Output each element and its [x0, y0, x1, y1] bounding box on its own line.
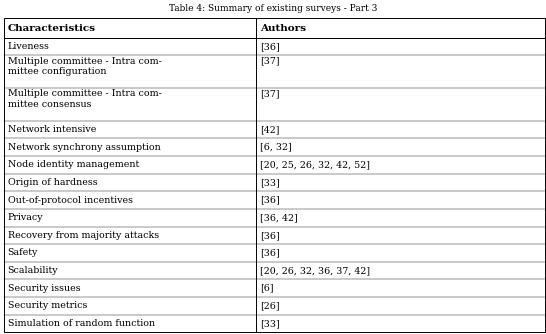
Text: [37]: [37] [260, 90, 280, 99]
Text: [33]: [33] [260, 319, 280, 328]
Text: Simulation of random function: Simulation of random function [8, 319, 155, 328]
Text: Recovery from majority attacks: Recovery from majority attacks [8, 231, 159, 240]
Text: Table 4: Summary of existing surveys - Part 3: Table 4: Summary of existing surveys - P… [169, 4, 377, 13]
Text: [26]: [26] [260, 301, 280, 310]
Text: Authors: Authors [260, 24, 306, 33]
Text: Privacy: Privacy [8, 213, 43, 222]
Text: [42]: [42] [260, 125, 280, 134]
Text: Out-of-protocol incentives: Out-of-protocol incentives [8, 195, 133, 204]
Text: [36, 42]: [36, 42] [260, 213, 298, 222]
Text: [36]: [36] [260, 42, 280, 51]
Text: [36]: [36] [260, 231, 280, 240]
Text: Safety: Safety [8, 248, 38, 258]
Text: [6, 32]: [6, 32] [260, 143, 292, 152]
Text: Node identity management: Node identity management [8, 160, 139, 169]
Text: Security issues: Security issues [8, 284, 80, 293]
Text: Scalability: Scalability [8, 266, 58, 275]
Text: [36]: [36] [260, 195, 280, 204]
Text: [20, 25, 26, 32, 42, 52]: [20, 25, 26, 32, 42, 52] [260, 160, 370, 169]
Text: Characteristics: Characteristics [8, 24, 96, 33]
Text: [36]: [36] [260, 248, 280, 258]
Text: Network synchrony assumption: Network synchrony assumption [8, 143, 161, 152]
Text: Multiple committee - Intra com-
mittee consensus: Multiple committee - Intra com- mittee c… [8, 90, 162, 109]
Text: Security metrics: Security metrics [8, 301, 87, 310]
Text: Liveness: Liveness [8, 42, 50, 51]
Text: Origin of hardness: Origin of hardness [8, 178, 97, 187]
Text: Network intensive: Network intensive [8, 125, 96, 134]
Text: Multiple committee - Intra com-
mittee configuration: Multiple committee - Intra com- mittee c… [8, 57, 162, 76]
Text: [37]: [37] [260, 57, 280, 66]
Text: [33]: [33] [260, 178, 280, 187]
Text: [6]: [6] [260, 284, 274, 293]
Text: [20, 26, 32, 36, 37, 42]: [20, 26, 32, 36, 37, 42] [260, 266, 370, 275]
